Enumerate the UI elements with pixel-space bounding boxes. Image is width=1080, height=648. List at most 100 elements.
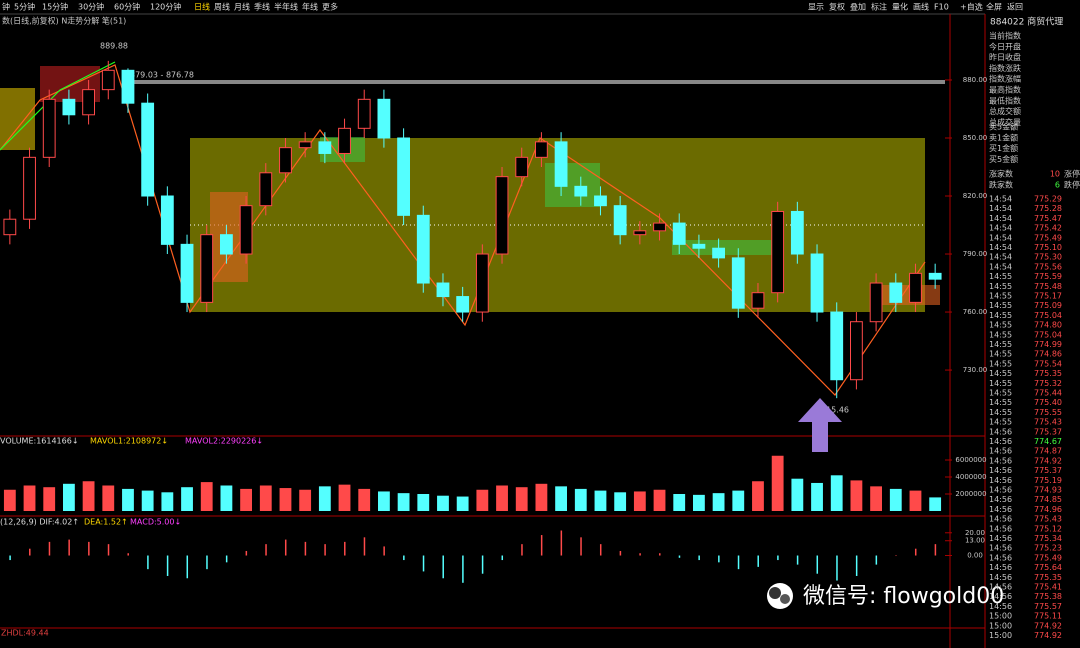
toolbar-tab[interactable]: 月线 [234, 2, 250, 12]
toolbar-button[interactable]: 标注 [871, 2, 887, 12]
tick-price: 775.19 [1034, 476, 1062, 485]
tick-time: 14:55 [989, 292, 1012, 301]
toolbar-button[interactable]: 画线 [913, 2, 929, 12]
volume-legend: MAVOL2:2290226↓ [185, 437, 263, 446]
tick-time: 14:55 [989, 330, 1012, 339]
toolbar-tab[interactable]: 季线 [254, 2, 270, 12]
tick-price: 775.44 [1034, 389, 1062, 398]
toolbar-button[interactable]: 量化 [892, 2, 908, 12]
candle-body [239, 205, 253, 255]
volume-bar [43, 487, 56, 511]
candle-body [672, 222, 686, 245]
panel-label: 指数涨跌 [989, 63, 1021, 73]
candle-body [495, 176, 509, 255]
tick-time: 14:55 [989, 350, 1012, 359]
volume-bar [417, 494, 430, 511]
candle-body [475, 253, 489, 313]
tick-price: 774.92 [1034, 456, 1062, 465]
tick-time: 14:56 [989, 456, 1012, 465]
tick-time: 14:55 [989, 359, 1012, 368]
tick-time: 14:56 [989, 486, 1012, 495]
tick-price: 775.43 [1034, 418, 1062, 427]
tick-time: 14:55 [989, 398, 1012, 407]
tick-time: 14:56 [989, 563, 1012, 572]
tick-price: 774.67 [1034, 437, 1062, 446]
panel-label: 卖5金额 [989, 122, 1018, 132]
macd-legend: (12,26,9) DIF:4.02↑ [0, 518, 79, 527]
candle-body [62, 98, 76, 116]
candle-body [377, 98, 391, 139]
volume-bar [122, 488, 134, 511]
candle-body [220, 234, 233, 255]
y-tick-label: 13.00 [965, 537, 985, 545]
toolbar-tab[interactable]: 30分钟 [78, 2, 104, 12]
toolbar-button[interactable]: 复权 [829, 2, 845, 12]
tick-time: 14:56 [989, 466, 1012, 475]
panel-label: 买5金额 [989, 154, 1018, 164]
tick-price: 775.23 [1034, 544, 1062, 553]
candle-body [554, 141, 568, 187]
toolbar-tab[interactable]: 钟 [2, 2, 10, 12]
tick-price: 775.42 [1034, 224, 1062, 233]
toolbar-button[interactable]: 全屏 [986, 2, 1002, 12]
y-tick-label: 850.00 [963, 134, 988, 142]
panel-label: 昨日收盘 [989, 52, 1021, 62]
toolbar-tab[interactable]: 半年线 [274, 2, 298, 12]
tick-price: 775.17 [1034, 292, 1062, 301]
toolbar-button[interactable]: F10 [934, 3, 949, 12]
tick-price: 774.86 [1034, 350, 1062, 359]
toolbar-tab[interactable]: 年线 [302, 2, 318, 12]
toolbar-button[interactable]: 显示 [808, 3, 824, 12]
toolbar-tab[interactable]: 15分钟 [42, 2, 68, 12]
toolbar-tab[interactable]: 日线 [194, 2, 210, 12]
candle-body [259, 172, 273, 207]
volume-bar [633, 491, 646, 511]
low-label: 715.46 [821, 406, 849, 415]
toolbar-button[interactable]: 返回 [1007, 3, 1023, 12]
volume-bar [574, 488, 587, 511]
tick-time: 14:56 [989, 495, 1012, 504]
tick-time: 14:56 [989, 534, 1012, 543]
toolbar-tab[interactable]: 5分钟 [14, 2, 35, 12]
panel-label: 卖1金额 [989, 132, 1018, 142]
candle-body [535, 141, 548, 158]
macd-bar [698, 555, 700, 561]
volume-bar [63, 483, 75, 511]
candle-body [810, 253, 824, 313]
macd-bar [9, 555, 11, 561]
tick-price: 775.38 [1034, 592, 1062, 601]
toolbar-tab[interactable]: 60分钟 [114, 2, 140, 12]
tick-price: 775.28 [1034, 204, 1062, 213]
toolbar-button[interactable]: +自选 [960, 2, 983, 12]
tick-price: 775.48 [1034, 282, 1062, 291]
candle-body [830, 311, 844, 381]
macd-bar [344, 541, 346, 556]
tick-time: 14:54 [989, 233, 1012, 242]
watermark-text: 微信号: flowgold00 [803, 584, 1004, 609]
candle-body [42, 98, 56, 158]
volume-bar [791, 478, 804, 511]
volume-bar [771, 455, 784, 511]
volume-bar [181, 487, 193, 511]
candle-body [121, 69, 135, 104]
volume-bar [299, 489, 312, 511]
y-tick-label: 2000000 [955, 490, 986, 498]
tick-time: 14:55 [989, 408, 1012, 417]
candle-body [712, 247, 725, 259]
candle-body [889, 282, 903, 303]
toolbar-tab[interactable]: 周线 [214, 2, 230, 12]
candle-body [790, 210, 804, 255]
toolbar-button[interactable]: 叠加 [850, 2, 866, 12]
tick-time: 14:54 [989, 253, 1012, 262]
toolbar-tab[interactable]: 120分钟 [150, 2, 181, 12]
macd-bar [914, 548, 917, 556]
macd-bar [265, 544, 267, 556]
volume-bar [929, 497, 942, 511]
volume-bar [909, 490, 922, 511]
tick-price: 775.09 [1034, 301, 1062, 310]
macd-legend: MACD:5.00↓ [130, 518, 181, 527]
toolbar-tab[interactable]: 更多 [322, 2, 338, 12]
candle-body [180, 243, 194, 303]
tick-price: 775.43 [1034, 515, 1062, 524]
high-label: 889.88 [100, 42, 128, 51]
